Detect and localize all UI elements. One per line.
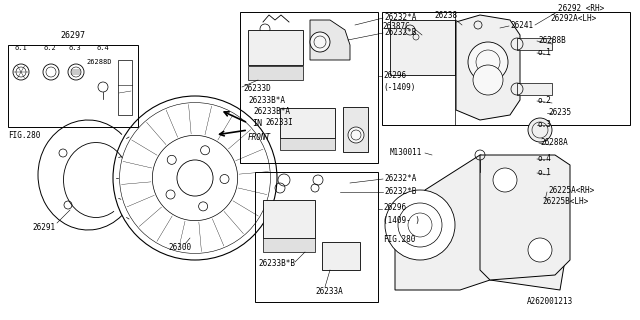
Bar	[263, 200, 315, 238]
Text: 26232*A: 26232*A	[384, 173, 417, 182]
Bar	[255, 172, 378, 302]
Bar	[8, 45, 138, 127]
Text: (-1409): (-1409)	[383, 83, 415, 92]
Polygon shape	[382, 12, 630, 125]
Circle shape	[348, 127, 364, 143]
Circle shape	[473, 65, 503, 95]
Text: 26235: 26235	[548, 108, 571, 116]
Bar	[517, 38, 552, 50]
Text: 26225B<LH>: 26225B<LH>	[542, 197, 588, 206]
Bar	[118, 60, 132, 115]
Text: A262001213: A262001213	[527, 298, 573, 307]
Text: FIG.280: FIG.280	[8, 131, 40, 140]
Bar	[517, 83, 552, 95]
Text: o.2: o.2	[43, 45, 56, 51]
Bar	[263, 238, 315, 252]
Text: o.3: o.3	[68, 45, 81, 51]
Text: o.1: o.1	[14, 45, 27, 51]
Bar	[240, 12, 378, 163]
Text: 26292 <RH>: 26292 <RH>	[558, 4, 604, 12]
Text: 26233B*A: 26233B*A	[248, 95, 285, 105]
Circle shape	[468, 42, 508, 82]
Circle shape	[385, 190, 455, 260]
Bar	[280, 138, 335, 150]
Circle shape	[528, 238, 552, 262]
Text: o.3: o.3	[538, 119, 552, 129]
Polygon shape	[310, 20, 350, 60]
Text: o.1: o.1	[538, 167, 552, 177]
Text: FRONT: FRONT	[248, 132, 271, 141]
Text: 26292A<LH>: 26292A<LH>	[550, 13, 596, 22]
Text: o.4: o.4	[538, 154, 552, 163]
Text: 26387C: 26387C	[382, 21, 410, 30]
Text: 26241: 26241	[510, 20, 533, 29]
Text: 26232*B: 26232*B	[384, 28, 417, 36]
Polygon shape	[456, 15, 520, 120]
Bar	[280, 108, 335, 138]
Text: 26233I: 26233I	[265, 117, 292, 126]
Text: 26288D: 26288D	[86, 59, 111, 65]
Text: o.1: o.1	[538, 47, 552, 57]
Text: 26233B*B: 26233B*B	[258, 259, 295, 268]
Text: 26232*A: 26232*A	[384, 12, 417, 21]
Circle shape	[310, 32, 330, 52]
Text: 26233A: 26233A	[315, 287, 343, 297]
Text: 26238: 26238	[434, 11, 457, 20]
Text: M130011: M130011	[390, 148, 422, 156]
Text: o.2: o.2	[538, 95, 552, 105]
Bar	[248, 66, 303, 80]
Polygon shape	[343, 107, 368, 152]
Text: 26296: 26296	[383, 204, 406, 212]
Bar	[390, 20, 455, 75]
Text: 26288A: 26288A	[540, 138, 568, 147]
Text: o.4: o.4	[96, 45, 109, 51]
Polygon shape	[395, 155, 565, 290]
Circle shape	[493, 168, 517, 192]
Text: 26300: 26300	[168, 244, 191, 252]
Text: IN: IN	[252, 118, 262, 127]
Text: FIG.280: FIG.280	[383, 236, 415, 244]
Text: 26297: 26297	[61, 30, 86, 39]
Bar	[322, 242, 360, 270]
Polygon shape	[480, 155, 570, 280]
Text: 26291: 26291	[32, 222, 55, 231]
Text: 26232*B: 26232*B	[384, 187, 417, 196]
Bar	[248, 30, 303, 65]
Text: 26233D: 26233D	[243, 84, 271, 92]
Text: (1409- ): (1409- )	[383, 215, 420, 225]
Circle shape	[528, 118, 552, 142]
Text: 26233B*A: 26233B*A	[253, 107, 290, 116]
Text: 26288B: 26288B	[538, 36, 566, 44]
Text: 26225A<RH>: 26225A<RH>	[548, 186, 595, 195]
Text: 26296: 26296	[383, 70, 406, 79]
